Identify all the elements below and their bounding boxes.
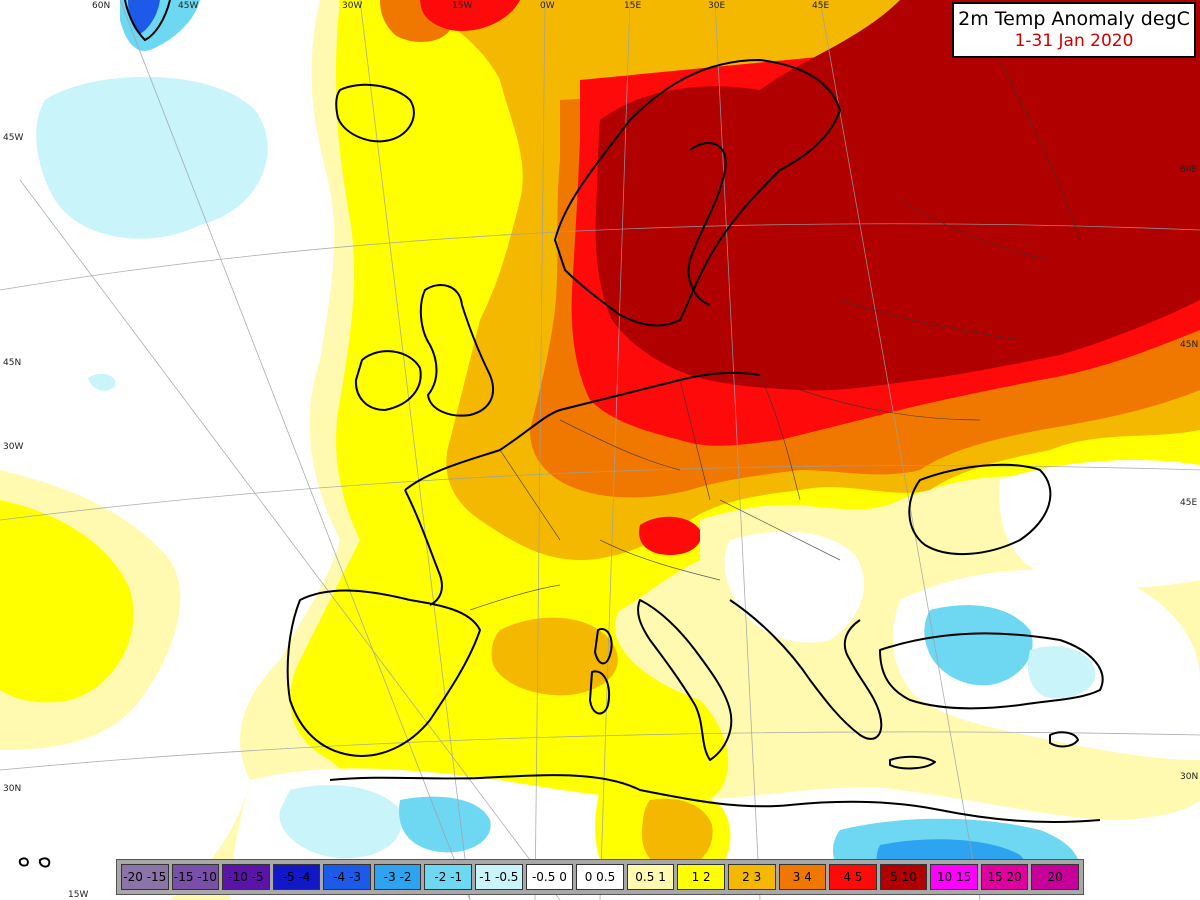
legend-item: 0.5 1 xyxy=(626,864,675,890)
tick-right: 45N xyxy=(1180,340,1199,350)
legend-item: 15 20 xyxy=(980,864,1029,890)
legend-item: -3 -2 xyxy=(373,864,422,890)
cold-patch-anatolia xyxy=(924,605,1033,686)
legend-item: -5 -4 xyxy=(272,864,321,890)
tick-right: 45E xyxy=(1180,498,1198,508)
warm-region-5-10 xyxy=(595,0,1200,391)
tick-top: 45E xyxy=(812,1,830,11)
tick-top: 45W xyxy=(178,1,199,11)
tick-top: 30W xyxy=(342,1,363,11)
tick-right: 30N xyxy=(1180,772,1199,782)
borders xyxy=(469,59,1081,611)
warm-patch-libya-core xyxy=(641,798,713,870)
neutral-core-balkans xyxy=(724,531,865,643)
tick-top: 15E xyxy=(624,1,642,11)
legend-item: 1 2 xyxy=(677,864,725,890)
legend-item: 5 10 xyxy=(879,864,928,890)
legend-item: -0.5 0 xyxy=(525,864,574,890)
map-title: 2m Temp Anomaly degC xyxy=(958,8,1190,30)
tick-top: 30E xyxy=(708,1,726,11)
legend-item: -15 -10 xyxy=(171,864,220,890)
tick-left: 30W xyxy=(3,442,24,452)
warm-patch-sw-atlantic-core xyxy=(0,500,134,703)
legend-item: -2 -1 xyxy=(424,864,473,890)
tick-top: 15W xyxy=(452,1,473,11)
warm-patch-greenland-orange xyxy=(380,0,450,42)
legend-item: -20 -15 xyxy=(121,864,169,890)
legend-item: 4 5 xyxy=(829,864,877,890)
cold-patch-greenland-core xyxy=(128,0,160,34)
legend-item: -10 -5 xyxy=(222,864,270,890)
cold-patch-small xyxy=(88,373,116,391)
legend-item: 3 4 xyxy=(778,864,827,890)
tick-left: 45N xyxy=(3,358,22,368)
tick-right: 60E xyxy=(1180,165,1198,175)
legend-item: 2 3 xyxy=(727,864,776,890)
tick-top: 60N xyxy=(92,1,111,11)
warm-patch-mediterranean xyxy=(491,617,618,696)
cold-patch-north-africa-mid xyxy=(399,796,491,853)
legend-item: 0 0.5 xyxy=(576,864,624,890)
warm-patch-alps xyxy=(639,516,701,555)
legend-item: 20 xyxy=(1031,864,1079,890)
coastlines xyxy=(18,0,1104,868)
cold-patch-north-africa-west xyxy=(279,785,402,859)
color-legend: -20 -15 -15 -10 -10 -5 -5 -4 -4 -3 -3 -2 -2 -1… xyxy=(116,859,1084,895)
tick-left: 15W xyxy=(68,890,89,900)
warm-patch-greenland xyxy=(420,0,520,31)
legend-item: -4 -3 xyxy=(323,864,371,890)
cold-patch-anatolia-east xyxy=(1028,646,1096,699)
tick-left: 30N xyxy=(3,784,22,794)
map-period: 1-31 Jan 2020 xyxy=(1014,31,1134,51)
cold-patch-atlantic xyxy=(36,76,268,239)
tick-left: 45W xyxy=(3,133,24,143)
map-title-box: 2m Temp Anomaly degC 1-31 Jan 2020 xyxy=(952,2,1196,58)
tick-top: 0W xyxy=(540,1,555,11)
legend-item: 10 15 xyxy=(930,864,978,890)
legend-item: -1 -0.5 xyxy=(475,864,523,890)
